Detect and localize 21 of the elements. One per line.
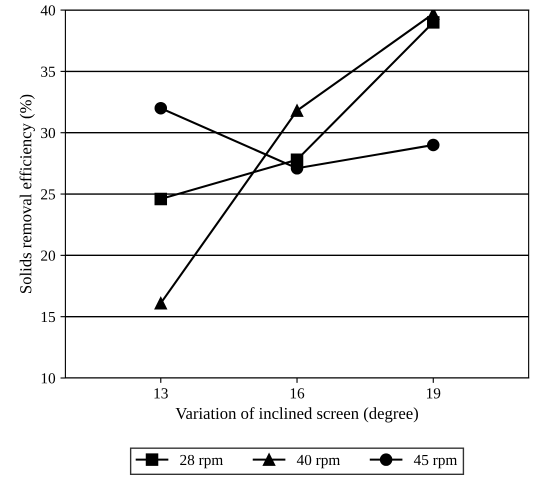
y-tick-label: 20	[41, 250, 56, 261]
y-tick-label: 35	[41, 66, 56, 77]
point	[290, 104, 304, 117]
x-tick-label: 16	[290, 388, 304, 398]
legend-label: 40 rpm	[296, 454, 340, 468]
y-tick-label: 40	[40, 5, 56, 16]
point	[427, 138, 440, 152]
x-tick-label: 19	[426, 388, 440, 398]
y-axis-title: Solids removal efficiency (%)	[20, 94, 35, 293]
point	[154, 192, 168, 206]
x-axis-title: Variation of inclined screen (degree)	[176, 407, 418, 422]
y-tick-label: 15	[42, 312, 56, 322]
legend-label: 28 rpm	[180, 454, 223, 468]
y-tick-label: 10	[42, 373, 56, 384]
legend-label: 45 rpm	[414, 454, 458, 468]
point	[154, 102, 168, 114]
point	[427, 10, 440, 20]
y-tick-label: 30	[41, 128, 56, 138]
y-tick-label: 25	[41, 189, 56, 200]
point	[154, 296, 168, 310]
x-tick-label: 13	[154, 388, 168, 398]
